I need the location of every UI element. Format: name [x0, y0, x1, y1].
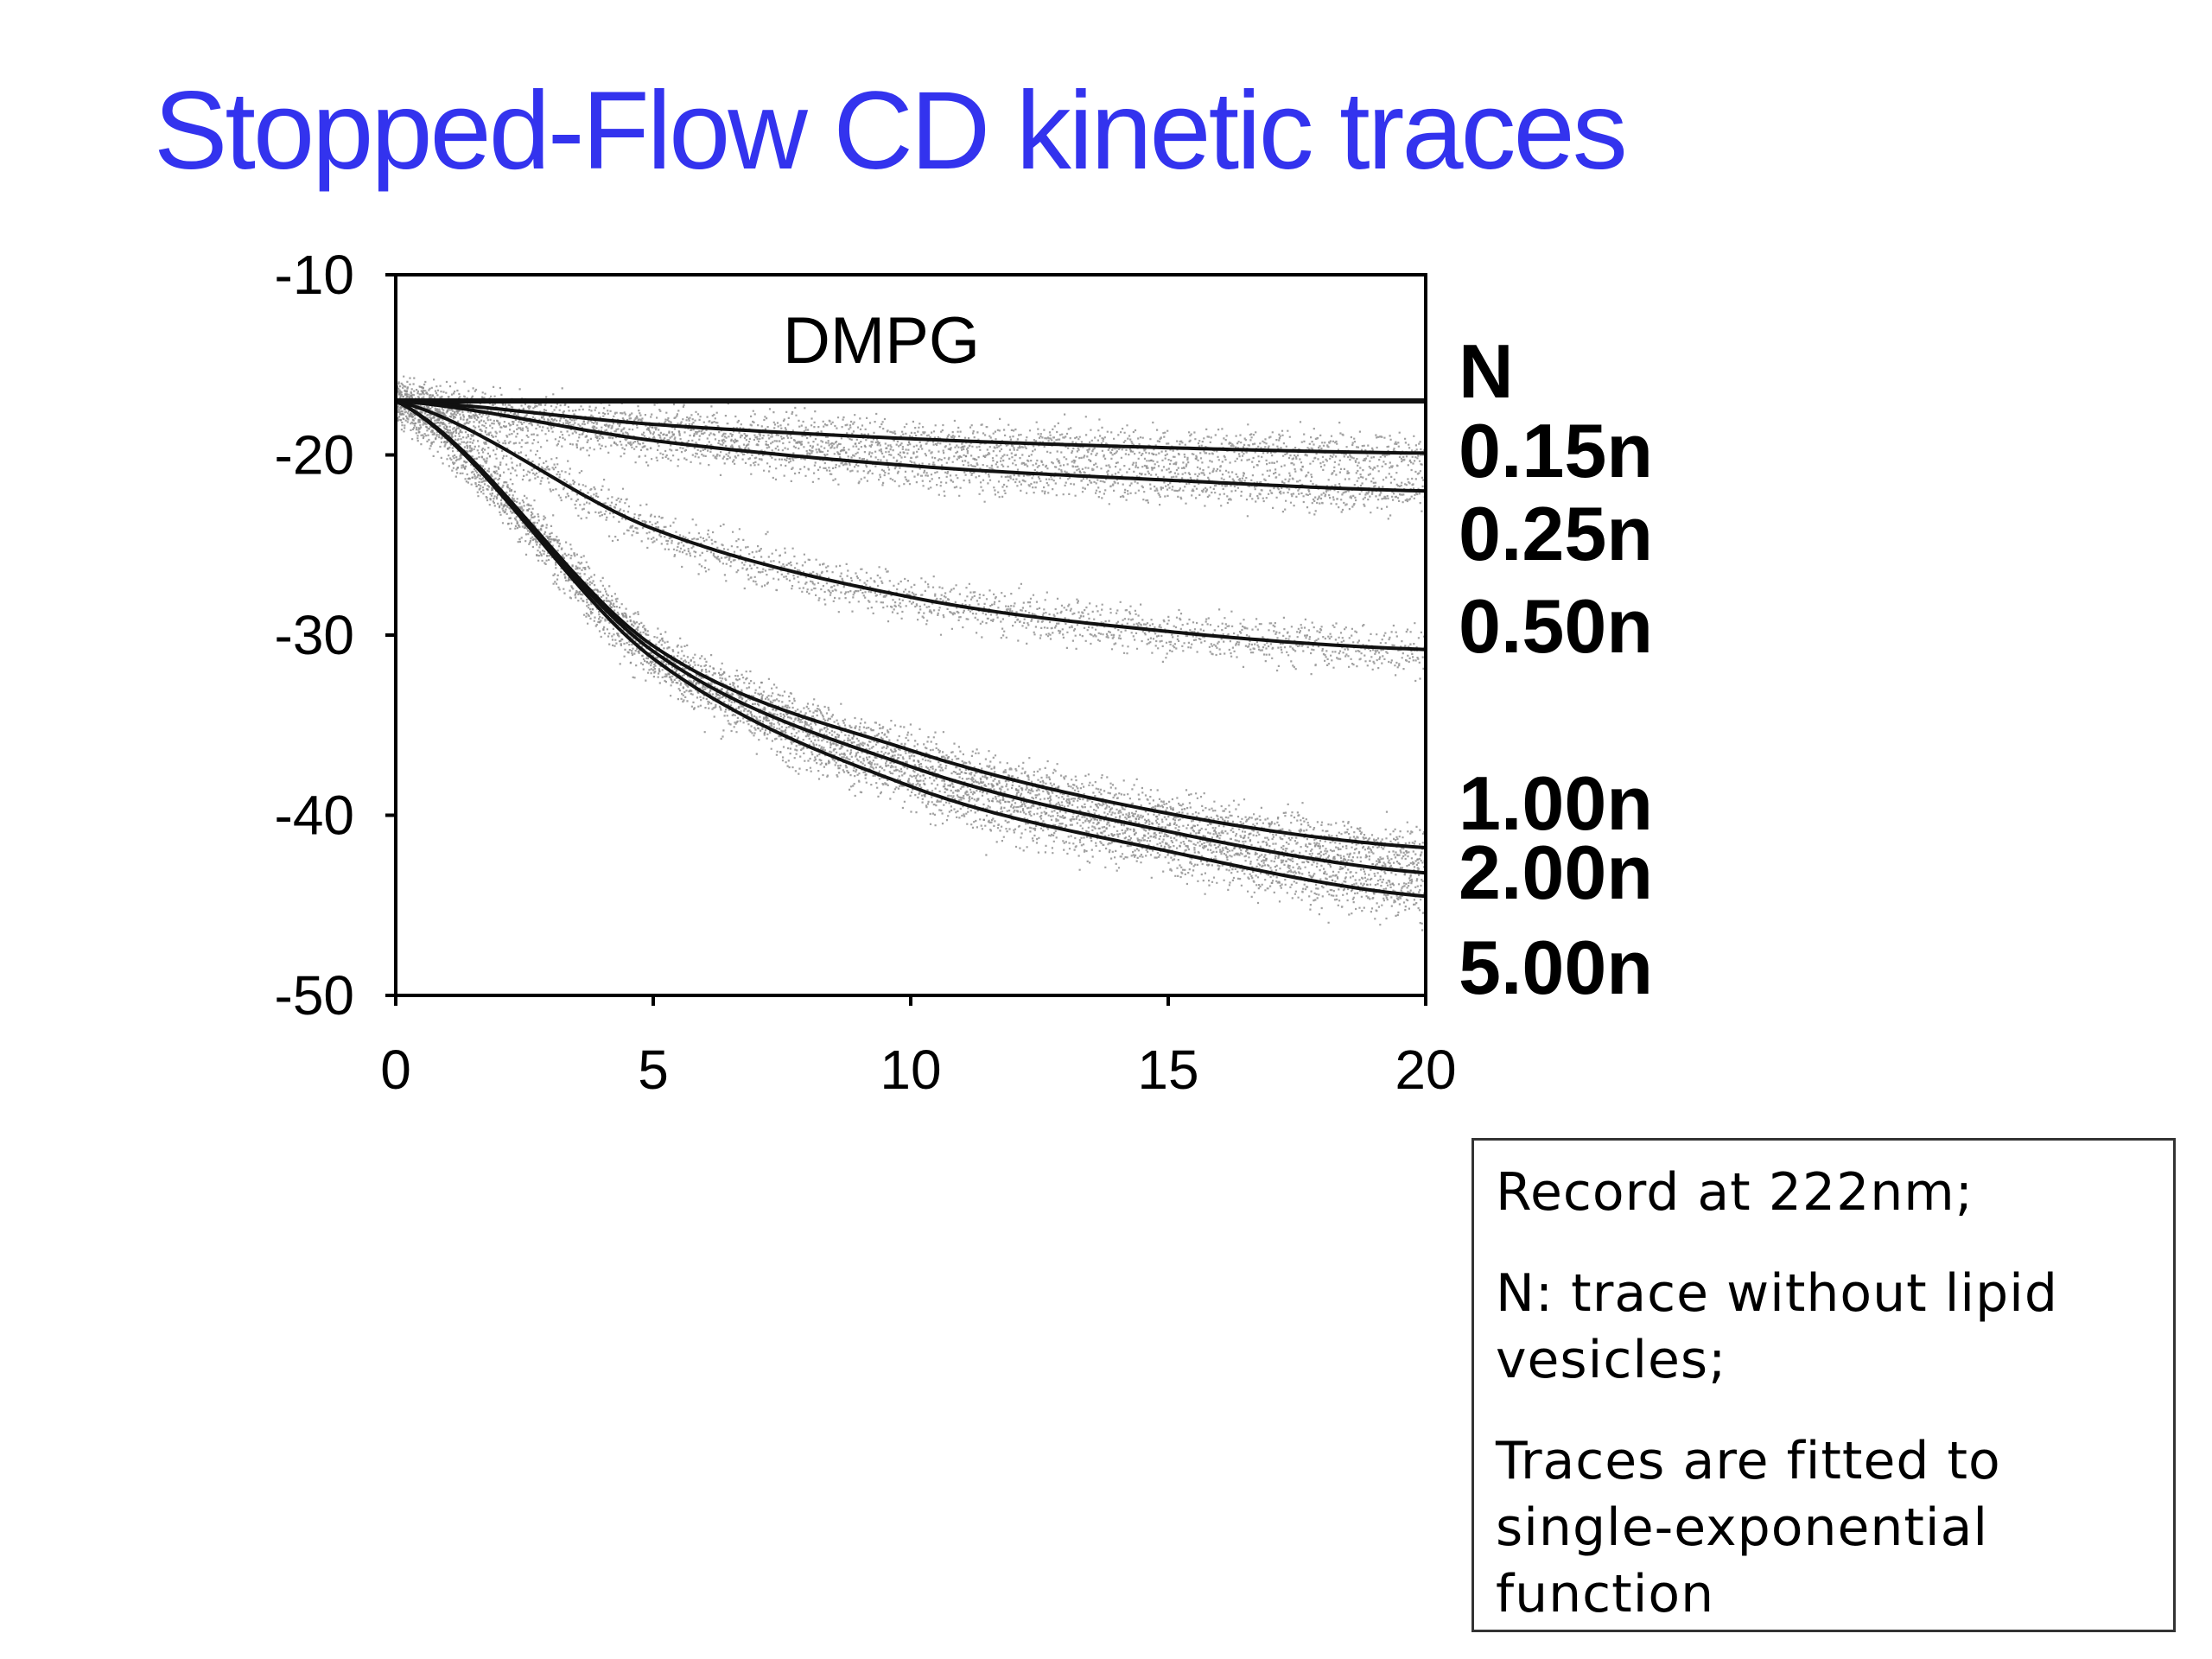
series-label: 5.00n — [1459, 925, 1653, 1010]
note-wavelength: Record at 222nm; — [1496, 1162, 1974, 1223]
y-tick-label: -20 — [275, 424, 355, 486]
x-tick-label: 5 — [638, 1039, 669, 1101]
raw-points-0-25n — [396, 377, 1427, 520]
note-fitting: Traces are fitted to single-exponential … — [1496, 1431, 2001, 1624]
raw-points-path — [396, 377, 1427, 520]
tick-labels: 0 5 10 15 20 -10 -20 -30 -40 -50 — [275, 244, 1457, 1101]
fit-line-0-25n — [395, 399, 1427, 493]
raw-points-0-50n — [396, 383, 1427, 683]
series-label: 0.15n — [1459, 408, 1653, 493]
chart-title: DMPG — [783, 304, 980, 378]
x-tick-label: 20 — [1395, 1039, 1456, 1101]
notes-box: Record at 222nm; N: trace without lipid … — [1471, 1138, 2176, 1632]
fit-line-5-00n — [395, 399, 1427, 899]
fit-curves — [395, 398, 1427, 899]
raw-points-path — [396, 383, 1427, 683]
y-tick-label: -50 — [275, 964, 355, 1027]
x-tick-label: 10 — [880, 1039, 941, 1101]
plot-frame — [394, 273, 1427, 997]
fit-line-0-15n — [395, 399, 1427, 455]
raw-data-scatter — [396, 375, 1428, 931]
x-tick-label: 15 — [1137, 1039, 1198, 1101]
note-control-trace: N: trace without lipid vesicles; — [1496, 1263, 2058, 1390]
fit-line-0-50n — [395, 399, 1427, 652]
x-tick-label: 0 — [380, 1039, 411, 1101]
y-tick-label: -40 — [275, 785, 355, 847]
chart-axes — [385, 273, 1427, 1006]
y-tick-label: -10 — [275, 244, 355, 306]
fit-line-2-00n — [395, 399, 1427, 875]
fit-line-1-00n — [395, 399, 1427, 849]
series-label: 2.00n — [1459, 830, 1653, 915]
series-label: 0.25n — [1459, 491, 1653, 576]
series-label: 1.00n — [1459, 760, 1653, 846]
series-label: 0.50n — [1459, 583, 1653, 669]
y-tick-label: -30 — [275, 604, 355, 666]
slide-title: Stopped-Flow CD kinetic traces — [154, 69, 1628, 193]
kinetic-traces-chart: DMPG 0 5 10 15 20 -10 -20 -30 -40 -50 N0.15n0.25n… — [275, 244, 1653, 1101]
series-label: N — [1459, 328, 1514, 414]
